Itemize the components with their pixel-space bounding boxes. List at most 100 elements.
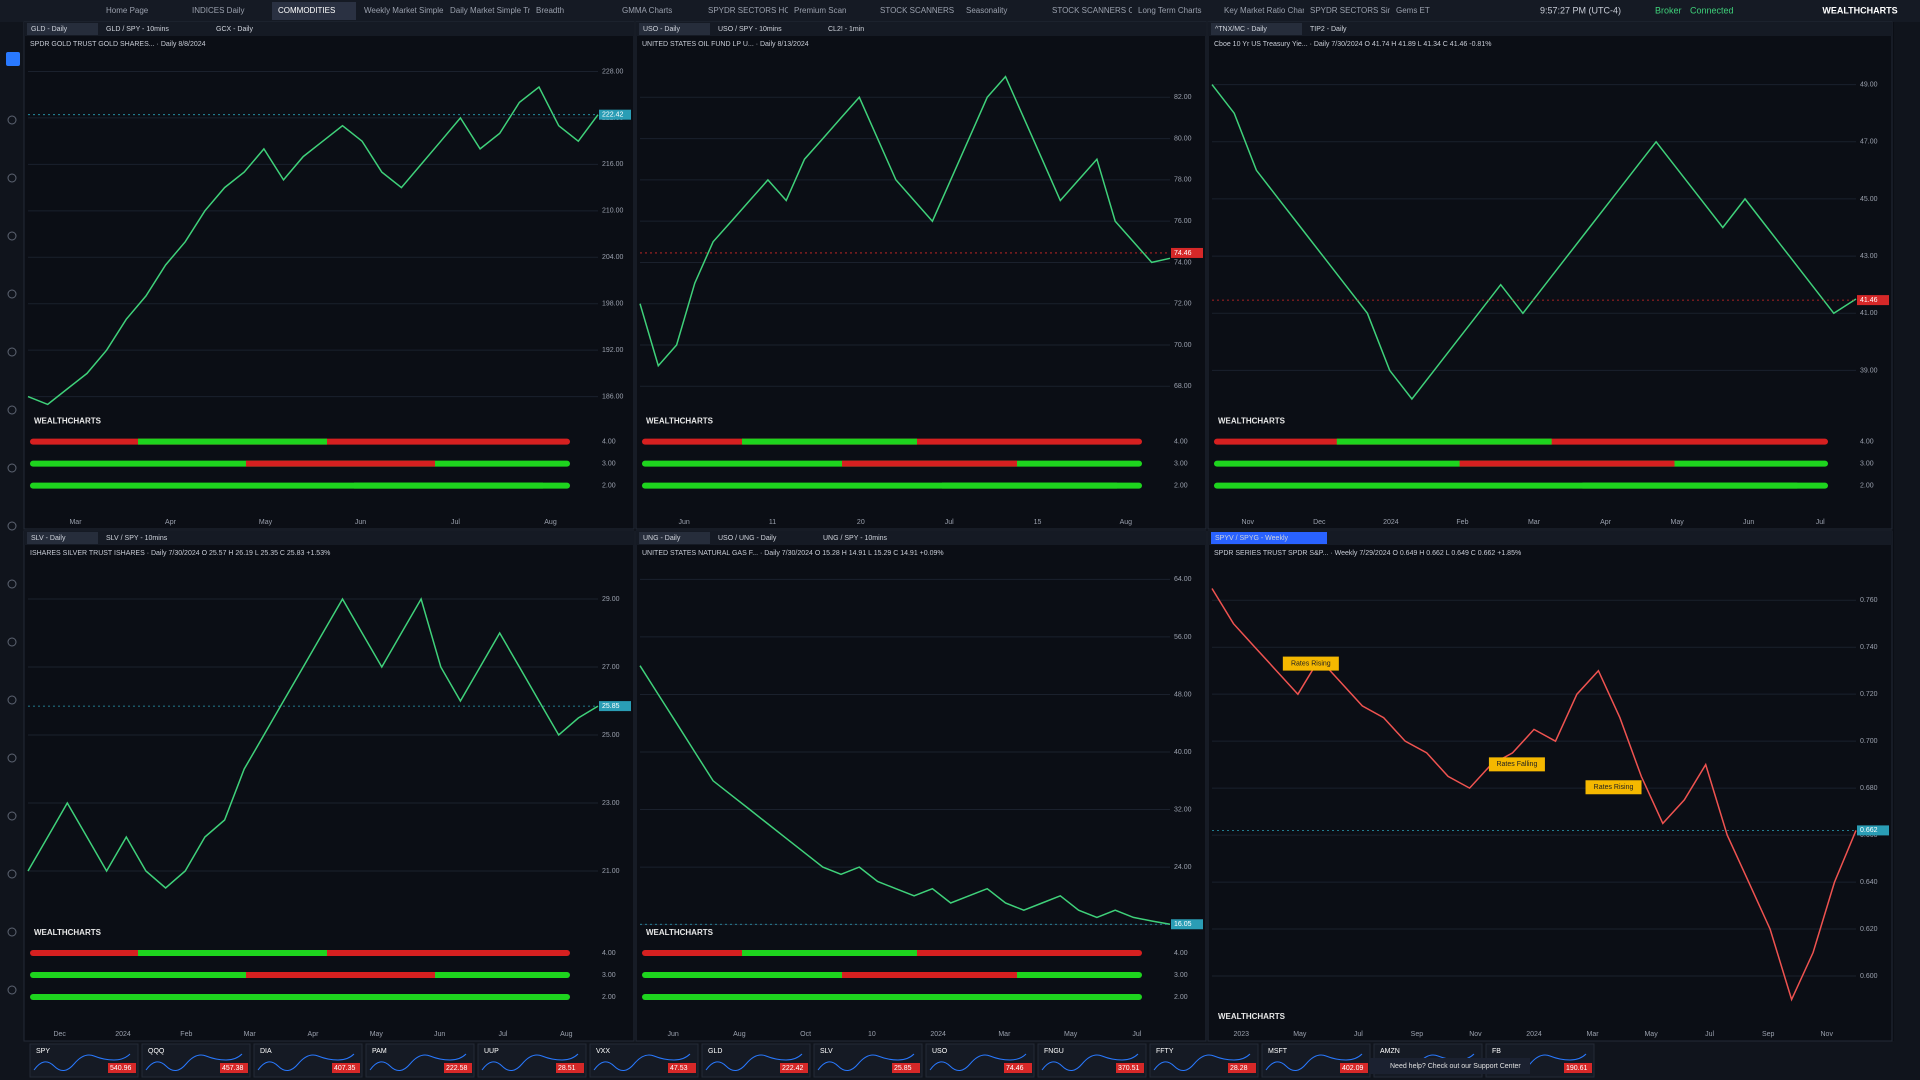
panel-tab-label[interactable]: ^TNX/MC - Daily [1215, 26, 1267, 33]
tab-label[interactable]: SPYDR SECTORS Simple... [1310, 6, 1412, 15]
panel-tab-label[interactable]: SLV / SPY - 10mins [106, 535, 168, 542]
panel-tab[interactable] [102, 23, 208, 35]
ticker-symbol[interactable]: MSFT [1268, 1048, 1288, 1055]
ticker-symbol[interactable]: AMZN [1380, 1048, 1400, 1055]
panel-tab[interactable] [1306, 23, 1382, 35]
panel-tab-label[interactable]: UNG / SPY - 10mins [823, 535, 888, 542]
panel-tab[interactable] [1211, 532, 1327, 544]
tool-icon[interactable] [7, 985, 17, 995]
price-line [1211, 84, 1857, 401]
tab-label[interactable]: GMMA Charts [622, 6, 672, 15]
tab[interactable] [186, 2, 270, 20]
broker[interactable]: Broker [1655, 5, 1682, 15]
ticker-symbol[interactable]: FNGU [1044, 1048, 1064, 1055]
panel-tab[interactable] [714, 532, 815, 544]
support-text[interactable]: Need help? Check out our Support Center [1390, 1063, 1521, 1070]
panel-tab[interactable] [27, 23, 98, 35]
tool-icon[interactable] [7, 927, 17, 937]
tab[interactable] [1046, 2, 1130, 20]
panel-tab-label[interactable]: USO / SPY - 10mins [718, 26, 782, 33]
tab-label[interactable]: Breadth [536, 6, 564, 15]
tab-label[interactable]: Weekly Market Simple Tr... [364, 6, 459, 15]
panel-tab[interactable] [824, 23, 895, 35]
tool-icon[interactable] [7, 869, 17, 879]
tab-label[interactable]: INDICES Daily [192, 6, 244, 15]
panel-tab[interactable] [639, 23, 710, 35]
tool-icon[interactable] [7, 231, 17, 241]
ticker-sparkline [481, 1053, 579, 1071]
tool-icon[interactable] [7, 347, 17, 357]
ticker-symbol[interactable]: GLD [708, 1048, 722, 1055]
panel-tab[interactable] [819, 532, 925, 544]
panel-tab-label[interactable]: GLD / SPY - 10mins [106, 26, 169, 33]
ticker-symbol[interactable]: QQQ [148, 1048, 165, 1055]
tab[interactable] [444, 2, 528, 20]
tab[interactable] [530, 2, 614, 20]
tab[interactable] [1218, 2, 1302, 20]
tab-label[interactable]: COMMODITIES [278, 6, 335, 15]
tab-label[interactable]: Premium Scan [794, 6, 846, 15]
stripe-level-label: 4.00 [1174, 950, 1188, 957]
tab-label[interactable]: Gems ET [1396, 6, 1430, 15]
ticker-symbol[interactable]: PAM [372, 1048, 387, 1055]
tab-label[interactable]: Daily Market Simple Tren... [450, 6, 546, 15]
tab-label[interactable]: Seasonality [966, 6, 1007, 15]
tool-icon[interactable] [7, 173, 17, 183]
ticker-symbol[interactable]: VXX [596, 1048, 610, 1055]
tab[interactable] [702, 2, 786, 20]
tool-icon[interactable] [7, 753, 17, 763]
panel-tab-label[interactable]: GLD - Daily [31, 26, 68, 33]
tab[interactable] [788, 2, 872, 20]
ticker-symbol[interactable]: USO [932, 1048, 948, 1055]
ticker-symbol[interactable]: FFTY [1156, 1048, 1174, 1055]
tab[interactable] [272, 2, 356, 20]
support-banner[interactable] [1370, 1058, 1530, 1074]
tool-icon[interactable] [7, 637, 17, 647]
tab[interactable] [1390, 2, 1474, 20]
tab-label[interactable]: Home Page [106, 6, 149, 15]
tool-icon[interactable] [7, 405, 17, 415]
add-button[interactable] [6, 52, 20, 66]
panel-tab-label[interactable]: SPYV / SPYG - Weekly [1215, 535, 1289, 542]
tab-label[interactable]: Long Term Charts [1138, 6, 1201, 15]
ticker-symbol[interactable]: UUP [484, 1048, 499, 1055]
panel-tab-label[interactable]: SLV - Daily [31, 535, 66, 542]
tab-label[interactable]: SPYDR SECTORS HOURLY [708, 6, 812, 15]
tool-icon[interactable] [7, 695, 17, 705]
panel-tab-label[interactable]: USO - Daily [643, 26, 680, 33]
x-tick-label: Dec [1313, 519, 1326, 526]
tab-label[interactable]: STOCK SCANNERS [880, 6, 954, 15]
panel-tab-label[interactable]: UNG - Daily [643, 535, 681, 542]
tab[interactable] [1132, 2, 1216, 20]
tab[interactable] [616, 2, 700, 20]
panel-tab-label[interactable]: GCX - Daily [216, 26, 253, 33]
tab-label[interactable]: Key Market Ratio Charts [1224, 6, 1311, 15]
tool-icon[interactable] [7, 115, 17, 125]
tab-label[interactable]: STOCK SCANNERS Copy [1052, 6, 1147, 15]
panel-tab[interactable] [639, 532, 710, 544]
panel-tab[interactable] [714, 23, 820, 35]
tab[interactable] [100, 2, 184, 20]
tool-icon[interactable] [7, 521, 17, 531]
y-tick-label: 72.00 [1174, 301, 1192, 308]
ticker-symbol[interactable]: SLV [820, 1048, 833, 1055]
panel-tab[interactable] [1211, 23, 1302, 35]
ticker-symbol[interactable]: FB [1492, 1048, 1501, 1055]
panel-tab-label[interactable]: USO / UNG - Daily [718, 535, 777, 542]
tool-icon[interactable] [7, 811, 17, 821]
panel-tab[interactable] [212, 23, 283, 35]
tab[interactable] [960, 2, 1044, 20]
panel-tab-label[interactable]: CL2! - 1min [828, 26, 864, 33]
panel-tab[interactable] [27, 532, 98, 544]
tab[interactable] [358, 2, 442, 20]
ticker-symbol[interactable]: DIA [260, 1048, 272, 1055]
ticker-symbol[interactable]: SPY [36, 1048, 50, 1055]
tool-icon[interactable] [7, 579, 17, 589]
tab[interactable] [1304, 2, 1388, 20]
ticker-card[interactable] [477, 1043, 587, 1078]
tool-icon[interactable] [7, 463, 17, 473]
tool-icon[interactable] [7, 289, 17, 299]
panel-tab-label[interactable]: TIP2 - Daily [1310, 26, 1347, 33]
tab[interactable] [874, 2, 958, 20]
panel-tab[interactable] [102, 532, 208, 544]
